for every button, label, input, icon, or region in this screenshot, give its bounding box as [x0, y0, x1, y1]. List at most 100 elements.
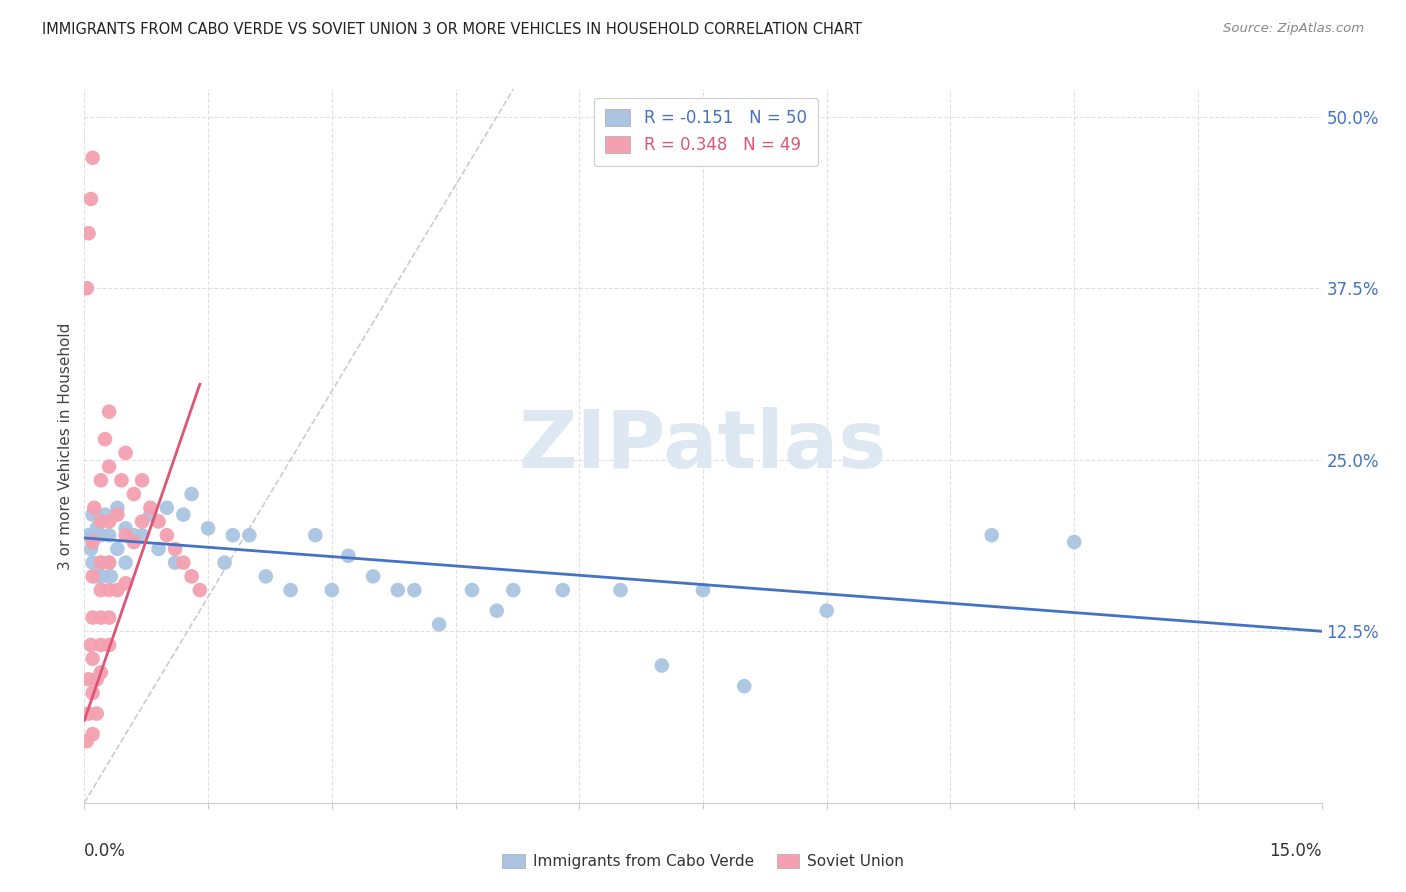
Point — [131, 515, 153, 529]
Point — [321, 583, 343, 598]
Point — [82, 535, 104, 549]
Point — [485, 604, 508, 618]
Point — [82, 651, 104, 665]
Point — [90, 556, 112, 570]
Text: IMMIGRANTS FROM CABO VERDE VS SOVIET UNION 3 OR MORE VEHICLES IN HOUSEHOLD CORRE: IMMIGRANTS FROM CABO VERDE VS SOVIET UNI… — [42, 22, 862, 37]
Point — [815, 604, 838, 618]
Point — [83, 528, 105, 542]
Legend: Immigrants from Cabo Verde, Soviet Union: Immigrants from Cabo Verde, Soviet Union — [496, 848, 910, 875]
Point — [98, 405, 121, 419]
Point — [427, 617, 450, 632]
Text: Source: ZipAtlas.com: Source: ZipAtlas.com — [1223, 22, 1364, 36]
Point — [90, 638, 112, 652]
Point — [80, 192, 103, 206]
Point — [82, 569, 104, 583]
Point — [105, 541, 128, 556]
Point — [105, 508, 128, 522]
Point — [180, 569, 202, 583]
Point — [361, 569, 384, 583]
Point — [98, 583, 121, 598]
Point — [82, 610, 104, 624]
Point — [76, 734, 98, 748]
Point — [148, 515, 170, 529]
Point — [131, 473, 153, 487]
Point — [82, 686, 104, 700]
Point — [80, 638, 103, 652]
Text: ZIPatlas: ZIPatlas — [519, 407, 887, 485]
Point — [98, 515, 121, 529]
Point — [90, 610, 112, 624]
Point — [90, 665, 112, 680]
Point — [114, 521, 136, 535]
Legend: R = -0.151   N = 50, R = 0.348   N = 49: R = -0.151 N = 50, R = 0.348 N = 49 — [593, 97, 818, 166]
Point — [100, 569, 122, 583]
Point — [404, 583, 426, 598]
Point — [98, 610, 121, 624]
Point — [238, 528, 260, 542]
Point — [188, 583, 211, 598]
Point — [98, 459, 121, 474]
Point — [114, 446, 136, 460]
Point — [82, 556, 104, 570]
Point — [197, 521, 219, 535]
Point — [122, 487, 145, 501]
Point — [90, 515, 112, 529]
Point — [86, 706, 108, 721]
Point — [980, 528, 1002, 542]
Point — [551, 583, 574, 598]
Point — [1063, 535, 1085, 549]
Point — [165, 541, 187, 556]
Point — [280, 583, 302, 598]
Point — [172, 556, 194, 570]
Point — [180, 487, 202, 501]
Point — [139, 508, 162, 522]
Point — [461, 583, 484, 598]
Point — [165, 556, 187, 570]
Point — [148, 541, 170, 556]
Point — [502, 583, 524, 598]
Point — [82, 508, 104, 522]
Y-axis label: 3 or more Vehicles in Household: 3 or more Vehicles in Household — [58, 322, 73, 570]
Point — [733, 679, 755, 693]
Point — [651, 658, 673, 673]
Point — [91, 569, 114, 583]
Point — [90, 473, 112, 487]
Point — [139, 500, 162, 515]
Point — [77, 673, 100, 687]
Point — [222, 528, 245, 542]
Point — [76, 281, 98, 295]
Point — [122, 528, 145, 542]
Point — [254, 569, 277, 583]
Point — [156, 500, 179, 515]
Point — [692, 583, 714, 598]
Point — [94, 508, 117, 522]
Point — [304, 528, 326, 542]
Point — [86, 673, 108, 687]
Point — [172, 508, 194, 522]
Text: 15.0%: 15.0% — [1270, 842, 1322, 860]
Point — [90, 583, 112, 598]
Point — [214, 556, 236, 570]
Point — [156, 528, 179, 542]
Point — [105, 583, 128, 598]
Point — [83, 500, 105, 515]
Point — [86, 569, 108, 583]
Point — [77, 706, 100, 721]
Point — [609, 583, 631, 598]
Point — [114, 556, 136, 570]
Point — [114, 528, 136, 542]
Point — [82, 151, 104, 165]
Point — [98, 528, 121, 542]
Point — [86, 521, 108, 535]
Point — [77, 528, 100, 542]
Point — [337, 549, 360, 563]
Point — [131, 528, 153, 542]
Point — [98, 556, 121, 570]
Point — [80, 541, 103, 556]
Point — [110, 473, 132, 487]
Point — [82, 727, 104, 741]
Point — [387, 583, 409, 598]
Point — [77, 227, 100, 241]
Point — [114, 576, 136, 591]
Point — [98, 638, 121, 652]
